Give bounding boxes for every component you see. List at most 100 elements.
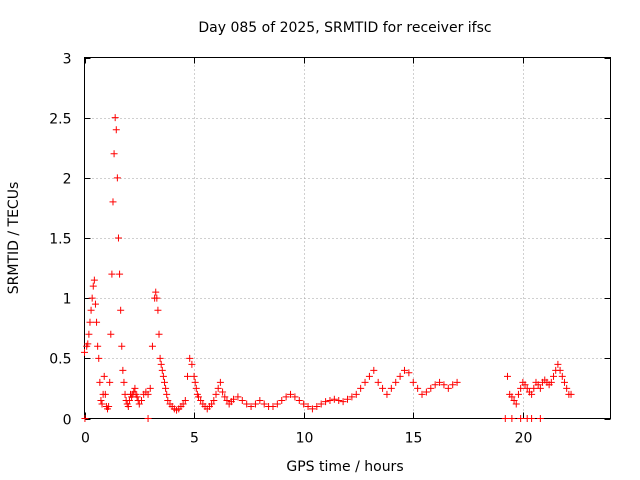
data-point — [414, 384, 422, 392]
data-point — [100, 372, 108, 380]
data-point — [440, 381, 448, 389]
data-point — [300, 400, 308, 408]
data-point — [508, 415, 516, 422]
x-tick-label: 5 — [190, 431, 199, 447]
data-point — [365, 372, 373, 380]
data-point — [313, 402, 321, 410]
data-point — [503, 372, 511, 380]
data-point — [81, 415, 89, 422]
grid-lines — [84, 57, 611, 419]
data-point — [85, 330, 93, 338]
data-point — [157, 360, 165, 368]
data-point — [396, 372, 404, 380]
y-tick-label: 2 — [63, 172, 72, 188]
data-point — [521, 381, 529, 389]
data-point — [344, 395, 351, 403]
data-point — [547, 378, 555, 386]
data-point — [453, 378, 461, 386]
data-point — [528, 415, 536, 422]
data-point — [352, 390, 360, 398]
data-point — [221, 393, 229, 401]
x-axis-label: GPS time / hours — [286, 459, 403, 475]
data-point — [243, 400, 251, 408]
data-point — [101, 390, 109, 398]
data-point — [530, 384, 538, 392]
data-point — [111, 114, 119, 122]
data-point — [536, 415, 544, 422]
data-point — [162, 384, 170, 392]
data-point — [133, 393, 141, 401]
data-point — [113, 174, 121, 182]
data-point — [120, 378, 128, 386]
data-point — [431, 381, 439, 389]
data-point — [560, 378, 568, 386]
data-point — [91, 300, 99, 308]
data-point — [379, 384, 387, 392]
data-point — [357, 384, 365, 392]
data-point — [374, 378, 382, 386]
data-point — [156, 354, 164, 362]
data-point — [295, 396, 303, 404]
data-point — [550, 372, 558, 380]
data-point — [191, 378, 199, 386]
data-point — [291, 393, 299, 401]
data-point — [96, 378, 104, 386]
data-point — [118, 342, 126, 350]
data-point — [105, 402, 113, 410]
data-point — [260, 400, 268, 408]
data-point — [436, 378, 444, 386]
data-point — [449, 381, 457, 389]
data-point — [194, 393, 202, 401]
data-point — [370, 366, 378, 374]
data-point — [114, 234, 122, 242]
data-point — [110, 150, 118, 158]
data-point — [154, 306, 162, 314]
data-point — [558, 372, 566, 380]
data-point — [84, 340, 92, 348]
data-point — [223, 396, 231, 404]
data-point — [514, 390, 522, 398]
data-point — [517, 384, 525, 392]
data-point — [282, 393, 290, 401]
data-point — [135, 400, 143, 408]
data-point — [158, 366, 166, 374]
data-point — [197, 396, 205, 404]
data-point — [160, 378, 168, 386]
data-point — [181, 396, 189, 404]
plot-frame — [84, 57, 611, 419]
data-point — [86, 318, 94, 326]
data-point — [98, 400, 106, 408]
data-point — [152, 288, 160, 296]
data-point — [256, 396, 264, 404]
data-point — [95, 354, 103, 362]
data-point — [107, 330, 115, 338]
data-point — [287, 390, 295, 398]
data-point — [405, 369, 413, 377]
data-point — [90, 276, 98, 284]
data-point — [361, 378, 369, 386]
data-point — [144, 390, 152, 398]
data-point — [501, 415, 509, 422]
axis-ticks: 0 5 10 15 20 0 0.5 1 1.5 2 2.5 3 — [49, 52, 611, 447]
data-point — [116, 270, 124, 278]
data-point — [125, 396, 133, 404]
data-point — [108, 270, 116, 278]
data-point — [159, 372, 167, 380]
data-point — [304, 402, 312, 410]
data-points — [81, 114, 575, 422]
y-tick-label: 3 — [63, 52, 72, 68]
data-point — [392, 378, 400, 386]
y-tick-label: 1 — [63, 292, 72, 308]
data-point — [247, 402, 255, 410]
data-point — [119, 366, 127, 374]
data-point — [335, 396, 343, 404]
data-point — [212, 390, 220, 398]
data-point — [251, 400, 259, 408]
data-point — [339, 398, 347, 406]
y-tick-label: 2.5 — [49, 112, 71, 128]
data-point — [93, 318, 101, 326]
data-point — [269, 402, 277, 410]
data-point — [144, 415, 152, 422]
data-point — [89, 282, 97, 290]
x-tick-label: 10 — [296, 431, 314, 447]
